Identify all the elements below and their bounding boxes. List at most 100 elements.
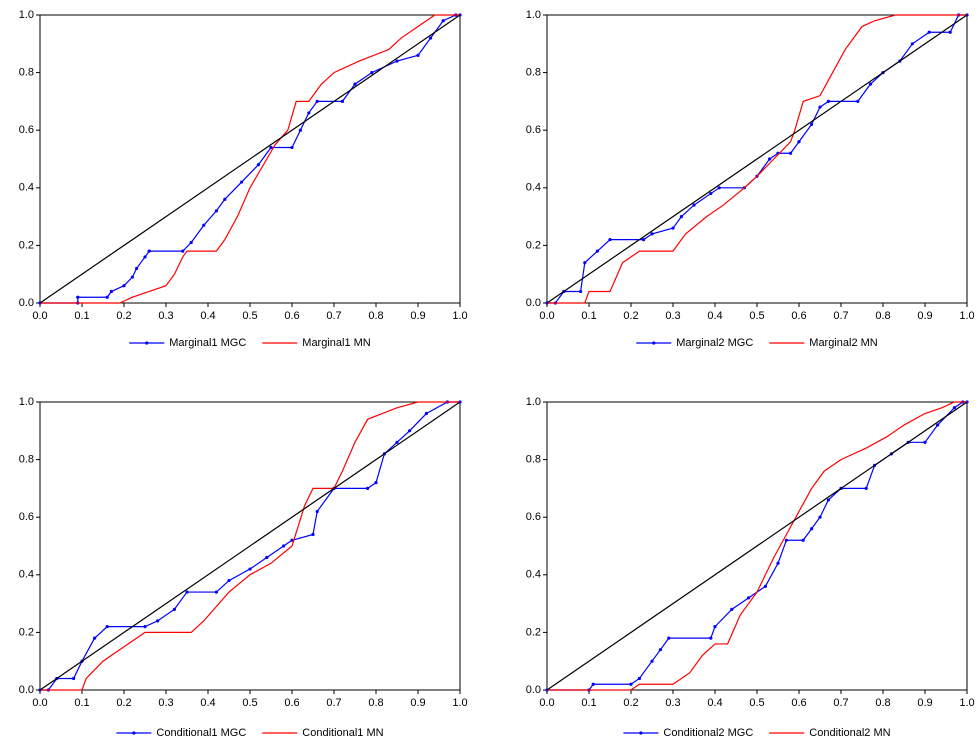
point-marker xyxy=(130,275,134,279)
point-marker xyxy=(667,636,671,640)
x-tick-label: 0.5 xyxy=(749,310,764,322)
point-marker xyxy=(189,240,193,245)
y-tick-label: 0.4 xyxy=(526,182,541,194)
y-tick-label: 1.0 xyxy=(19,9,34,21)
x-tick-label: 0.6 xyxy=(284,697,299,709)
x-tick-label: 1.0 xyxy=(959,697,974,709)
point-marker xyxy=(374,481,378,485)
point-marker xyxy=(936,423,940,427)
x-tick-label: 1.0 xyxy=(452,310,467,322)
x-tick-label: 0.1 xyxy=(581,310,596,322)
point-marker xyxy=(583,261,587,265)
y-tick-label: 0.4 xyxy=(526,569,541,581)
point-marker xyxy=(298,128,302,132)
x-tick-label: 0.0 xyxy=(32,697,47,709)
series-line xyxy=(39,14,461,304)
y-tick-label: 0.2 xyxy=(526,239,541,251)
point-marker xyxy=(93,636,97,640)
point-marker xyxy=(181,249,185,253)
point-marker xyxy=(671,226,675,230)
point-marker xyxy=(223,197,227,201)
point-marker xyxy=(240,180,244,184)
y-tick-label: 0.6 xyxy=(19,511,34,523)
x-tick-label: 0.7 xyxy=(833,310,848,322)
point-marker xyxy=(650,659,654,663)
point-marker xyxy=(658,648,663,652)
point-marker xyxy=(776,561,780,565)
point-marker xyxy=(135,266,139,271)
series-line xyxy=(547,14,967,304)
y-tick-label: 0.0 xyxy=(526,684,541,696)
point-marker xyxy=(826,99,831,103)
point-marker xyxy=(315,509,319,514)
x-tick-label: 0.2 xyxy=(623,697,638,709)
point-marker xyxy=(952,406,957,410)
point-marker xyxy=(768,157,772,161)
x-tick-label: 0.5 xyxy=(749,697,764,709)
x-tick-label: 0.2 xyxy=(116,310,131,322)
plot-frame xyxy=(39,14,461,304)
y-tick-label: 0.6 xyxy=(526,511,541,523)
chart-panel: 0.0 0.1 0.2 0.3 0.4 0.5 0.6 0.7 0.8 0.9 1.0 0.0 0.2 0… xyxy=(526,9,975,349)
point-marker xyxy=(416,53,420,57)
legend-label: Conditional2 MN xyxy=(809,727,890,739)
x-tick-label: 0.8 xyxy=(875,310,890,322)
point-marker xyxy=(395,59,399,63)
legend-item: Conditional2 MGC xyxy=(623,727,753,739)
point-marker xyxy=(429,36,433,40)
y-tick-label: 0.6 xyxy=(526,124,541,136)
legend-label: Marginal2 MN xyxy=(809,337,878,349)
point-marker xyxy=(76,295,80,299)
x-tick-label: 0.3 xyxy=(665,697,680,709)
point-marker xyxy=(629,682,633,686)
y-tick-label: 0.2 xyxy=(526,626,541,638)
point-marker xyxy=(72,676,76,681)
x-tick-label: 0.7 xyxy=(833,697,848,709)
y-tick-label: 0.0 xyxy=(19,297,34,309)
series-line xyxy=(546,401,968,691)
point-marker xyxy=(227,578,231,583)
point-marker xyxy=(608,238,612,242)
point-marker xyxy=(826,498,831,502)
point-marker xyxy=(156,619,160,623)
legend-marker xyxy=(639,731,643,735)
point-marker xyxy=(810,527,814,531)
point-marker xyxy=(290,538,294,542)
legend-label: Marginal1 MGC xyxy=(169,337,246,349)
point-marker xyxy=(923,440,927,444)
series-line xyxy=(547,401,967,691)
x-tick-label: 0.9 xyxy=(917,310,932,322)
point-marker xyxy=(147,249,151,253)
point-marker xyxy=(105,625,109,629)
legend-item: Marginal2 MN xyxy=(769,337,878,349)
point-marker xyxy=(864,486,868,490)
point-marker xyxy=(353,82,357,86)
point-marker xyxy=(441,19,445,23)
x-tick-label: 0.9 xyxy=(410,310,425,322)
point-marker xyxy=(307,111,311,115)
y-tick-label: 0.2 xyxy=(19,626,34,638)
point-marker xyxy=(214,209,218,213)
point-marker xyxy=(763,584,768,588)
point-marker xyxy=(366,486,370,490)
point-marker xyxy=(709,191,713,196)
point-marker xyxy=(591,682,595,686)
legend-label: Marginal1 MN xyxy=(302,337,371,349)
x-tick-label: 0.2 xyxy=(116,697,131,709)
point-marker xyxy=(408,429,412,433)
point-marker xyxy=(248,567,252,571)
point-marker xyxy=(730,607,734,611)
series-line xyxy=(39,401,461,691)
x-tick-label: 0.4 xyxy=(200,310,215,322)
x-tick-label: 0.1 xyxy=(581,697,596,709)
chart-panel: 0.0 0.1 0.2 0.3 0.4 0.5 0.6 0.7 0.8 0.9 1.0 0.0 0.2 0… xyxy=(526,396,975,739)
x-tick-label: 0.1 xyxy=(74,310,89,322)
x-tick-label: 0.4 xyxy=(200,697,215,709)
point-marker xyxy=(595,249,600,253)
point-marker xyxy=(202,223,206,227)
point-marker xyxy=(256,163,260,167)
y-tick-label: 1.0 xyxy=(526,396,541,408)
y-tick-label: 0.8 xyxy=(19,454,34,466)
point-marker xyxy=(679,215,684,219)
